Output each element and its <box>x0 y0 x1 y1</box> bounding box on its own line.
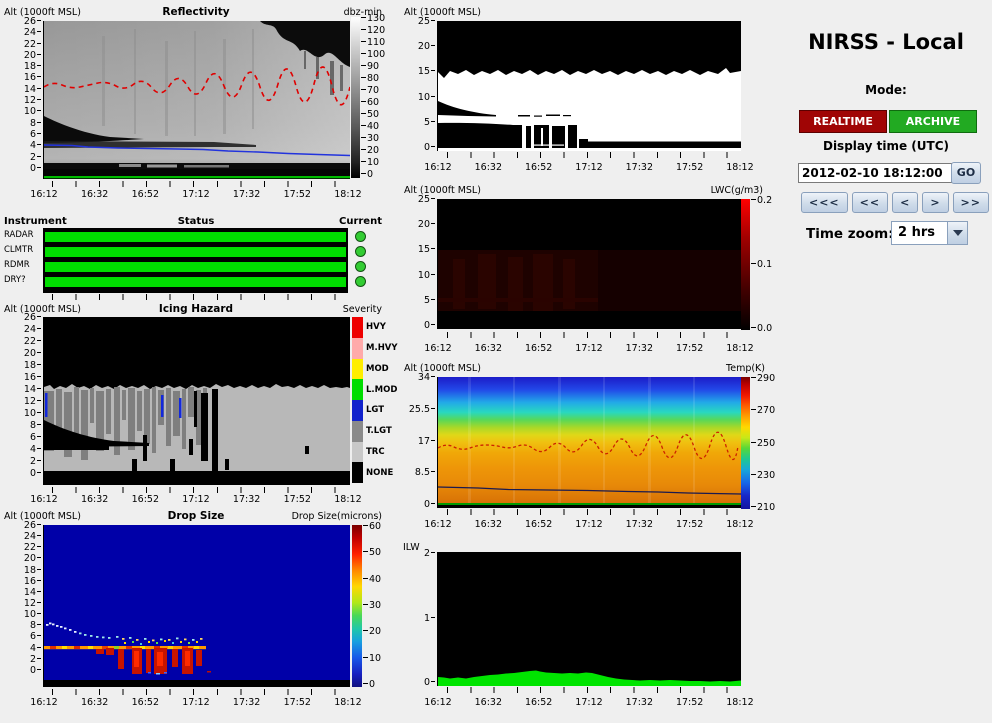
time-axis-labels: 16:12 16:32 16:52 17:12 17:32 17:52 18:12 <box>424 519 754 530</box>
alt-axis-label: Alt (1000ft MSL) <box>4 304 81 315</box>
lwc-colorbar <box>741 199 750 330</box>
time-nav-button[interactable]: > <box>922 192 949 213</box>
status-indicator <box>355 276 366 287</box>
archive-button[interactable]: ARCHIVE <box>889 110 977 133</box>
colorbar-ticks: 290 270 250 230 210 <box>751 373 777 513</box>
realtime-button[interactable]: REALTIME <box>799 110 887 133</box>
y-axis-ticks: 26 24 22 20 18 16 14 12 10 8 6 4 2 0 <box>6 312 41 479</box>
time-zoom-label: Time zoom: <box>806 226 894 242</box>
y-axis-ticks: 26 24 22 20 18 16 14 12 10 8 6 4 2 0 <box>6 16 41 174</box>
display-time-label: Display time (UTC) <box>822 139 950 153</box>
time-axis-labels: 16:12 16:32 16:52 17:12 17:32 17:52 18:12 <box>30 697 362 708</box>
colorbar-label: LWC(g/m3) <box>710 185 763 196</box>
cloud-boundary-plot <box>437 21 741 151</box>
status-indicator <box>355 246 366 257</box>
drop-size-colorbar <box>352 525 362 687</box>
colorbar-label: Drop Size(microns) <box>291 511 382 522</box>
reflectivity-colorbar <box>351 17 360 178</box>
time-zoom-value: 2 hrs <box>898 225 935 240</box>
panel-title: Icing Hazard <box>158 303 234 315</box>
dropdown-arrow-icon <box>947 222 967 244</box>
drop-size-plot <box>43 525 350 687</box>
status-board <box>43 228 348 293</box>
y-axis-ticks: 25 20 15 10 5 0 <box>404 194 435 331</box>
time-nav-button[interactable]: <<< <box>801 192 848 213</box>
y-axis-ticks: 26 24 22 20 18 16 14 12 10 8 6 4 2 0 <box>6 520 41 676</box>
colorbar-label: Severity <box>342 304 382 315</box>
status-col-instrument: Instrument <box>4 216 67 227</box>
status-indicator <box>355 261 366 272</box>
colorbar-ticks: 130 120 110 100 90 80 70 60 50 40 30 20 10 0 <box>361 13 389 180</box>
time-axis-labels: 16:12 16:32 16:52 17:12 17:32 17:52 18:12 <box>30 189 362 200</box>
time-axis-labels: 16:12 16:32 16:52 17:12 17:32 17:52 18:12 <box>30 494 362 505</box>
alt-axis-label: Alt (1000ft MSL) <box>4 7 81 18</box>
alt-axis-label: Alt (1000ft MSL) <box>404 185 481 196</box>
reflectivity-plot <box>43 21 350 179</box>
temp-plot <box>437 377 741 508</box>
panel-title: Drop Size <box>167 510 225 522</box>
mode-label: Mode: <box>865 83 907 97</box>
time-nav-button[interactable]: >> <box>952 192 989 213</box>
x-axis-ticks <box>43 294 348 300</box>
severity-labels: HVY M.HVY MOD L.MOD LGT T.LGT TRC NONE <box>366 322 398 478</box>
x-axis-ticks <box>43 487 349 493</box>
status-col-current: Current <box>338 216 382 227</box>
panel-title: Reflectivity <box>162 6 230 18</box>
instrument-label: CLMTR <box>4 245 34 255</box>
app-title: NIRSS - Local <box>808 30 964 54</box>
status-col-status: Status <box>177 216 215 227</box>
lwc-plot <box>437 199 741 329</box>
panel-title: ILW <box>403 542 420 553</box>
alt-axis-label: Alt (1000ft MSL) <box>404 7 481 18</box>
alt-axis-label: Alt (1000ft MSL) <box>4 511 81 522</box>
time-zoom-select[interactable]: 2 hrs <box>891 221 968 245</box>
y-axis-ticks: 34 25.5 17 8.5 0 <box>398 372 435 510</box>
instrument-label: DRY? <box>4 275 26 285</box>
time-axis-labels: 16:12 16:32 16:52 17:12 17:32 17:52 18:12 <box>424 697 754 708</box>
x-axis-ticks <box>43 181 349 187</box>
colorbar-ticks: 60 50 40 30 20 10 0 <box>363 521 387 690</box>
time-axis-labels: 16:12 16:32 16:52 17:12 17:32 17:52 18:12 <box>424 343 754 354</box>
status-bar <box>45 232 346 242</box>
x-axis-ticks <box>437 687 740 693</box>
x-axis-ticks <box>437 332 740 338</box>
x-axis-ticks <box>437 152 740 158</box>
x-axis-ticks <box>43 689 349 695</box>
colorbar-ticks: 0.2 0.1 0.0 <box>751 195 775 334</box>
instrument-label: RADAR <box>4 230 34 240</box>
alt-axis-label: Alt (1000ft MSL) <box>404 363 481 374</box>
colorbar-label: Temp(K) <box>726 363 765 374</box>
time-nav-button[interactable]: << <box>851 192 889 213</box>
x-axis-ticks <box>437 509 740 515</box>
time-nav-buttons: <<<<<<>>>>>> <box>801 192 992 213</box>
icing-hazard-plot <box>43 317 350 485</box>
status-bar <box>45 247 346 257</box>
time-axis-labels: 16:12 16:32 16:52 17:12 17:32 17:52 18:12 <box>424 162 754 173</box>
status-bar <box>45 262 346 272</box>
temp-colorbar <box>741 377 750 509</box>
display-time-input[interactable] <box>798 163 952 183</box>
status-bar <box>45 277 346 287</box>
status-indicator <box>355 231 366 242</box>
y-axis-ticks: 25 20 15 10 5 0 <box>404 16 435 153</box>
severity-colorbar <box>352 317 363 483</box>
go-button[interactable]: GO <box>951 162 981 184</box>
time-nav-button[interactable]: < <box>892 192 919 213</box>
ilw-plot <box>437 552 741 686</box>
instrument-label: RDMR <box>4 260 30 270</box>
